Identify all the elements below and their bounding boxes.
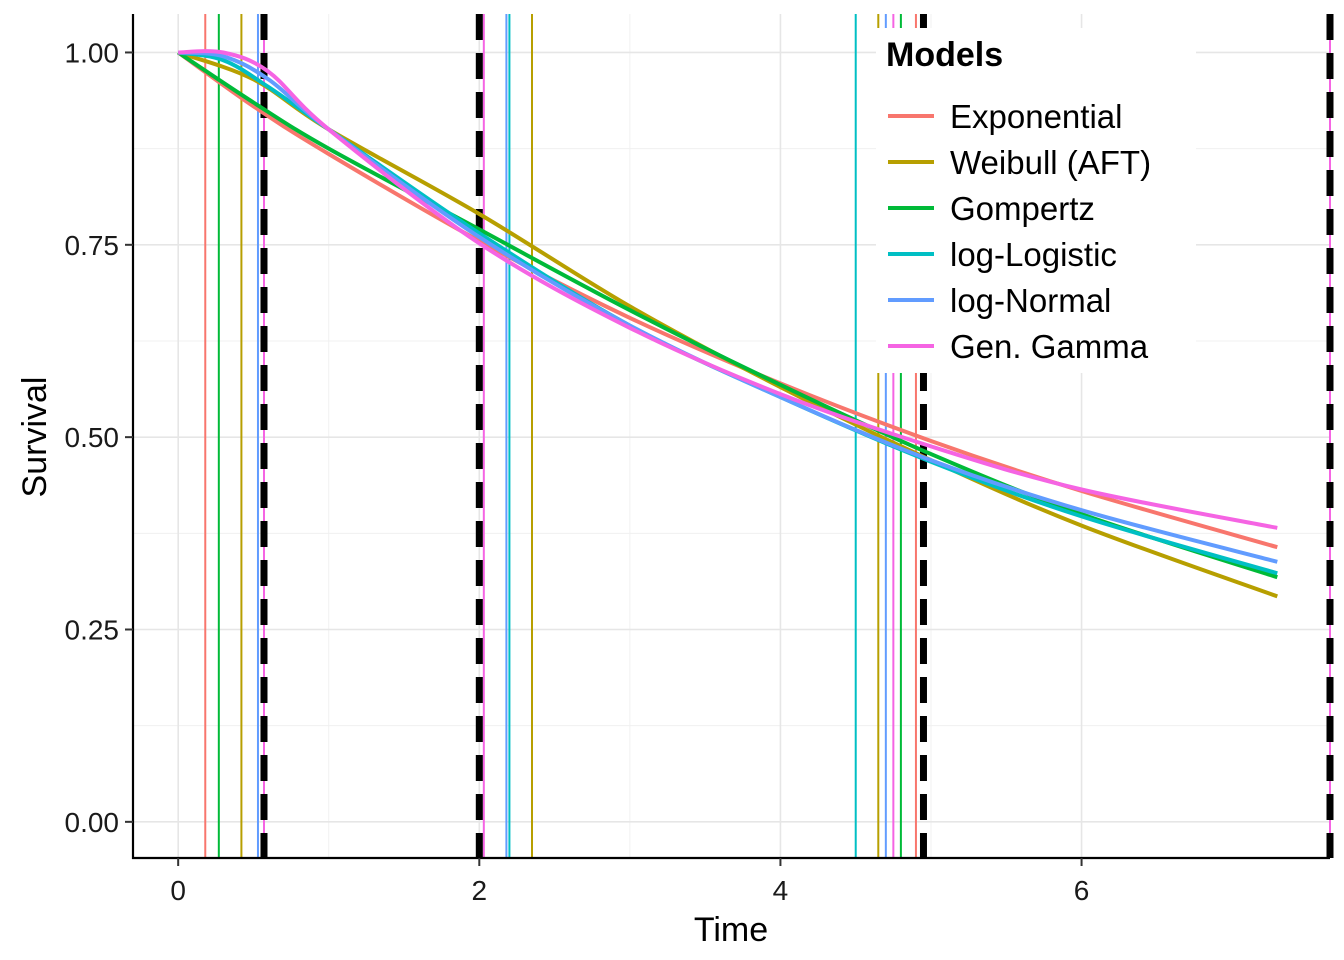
legend-label: Exponential	[950, 98, 1122, 135]
x-tick-label: 6	[1074, 875, 1090, 906]
series-lines	[177, 49, 1278, 599]
legend-background	[876, 28, 1196, 373]
y-tick-label: 1.00	[65, 37, 120, 68]
y-tick-label: 0.75	[65, 230, 120, 261]
y-tick-label: 0.00	[65, 807, 120, 838]
series-line-log-normal	[178, 50, 1278, 564]
legend-title: Models	[886, 36, 1003, 74]
legend-items: Exponential Weibull (AFT) Gompertz log-Logi…	[888, 98, 1151, 365]
x-tick-label: 4	[773, 875, 789, 906]
legend-label: log-Normal	[950, 282, 1111, 319]
x-tick-label: 2	[472, 875, 488, 906]
axes	[125, 14, 1330, 866]
tick-labels: 0 2 4 6 0.00 0.25 0.50 0.75 1.00	[65, 37, 1090, 906]
y-tick-label: 0.25	[65, 614, 120, 645]
y-axis-title: Survival	[16, 377, 54, 498]
x-axis-title: Time	[694, 911, 768, 949]
x-tick-label: 0	[170, 875, 186, 906]
y-tick-label: 0.50	[65, 422, 120, 453]
legend-label: Gompertz	[950, 190, 1095, 227]
legend: Models Exponential Weibull (AFT) Gompertz l…	[876, 28, 1196, 373]
series-line-gen-gamma	[178, 49, 1278, 530]
series-line-gompertz	[177, 50, 1278, 580]
legend-label: log-Logistic	[950, 236, 1117, 273]
legend-label: Weibull (AFT)	[950, 144, 1151, 181]
legend-label: Gen. Gamma	[950, 328, 1149, 365]
